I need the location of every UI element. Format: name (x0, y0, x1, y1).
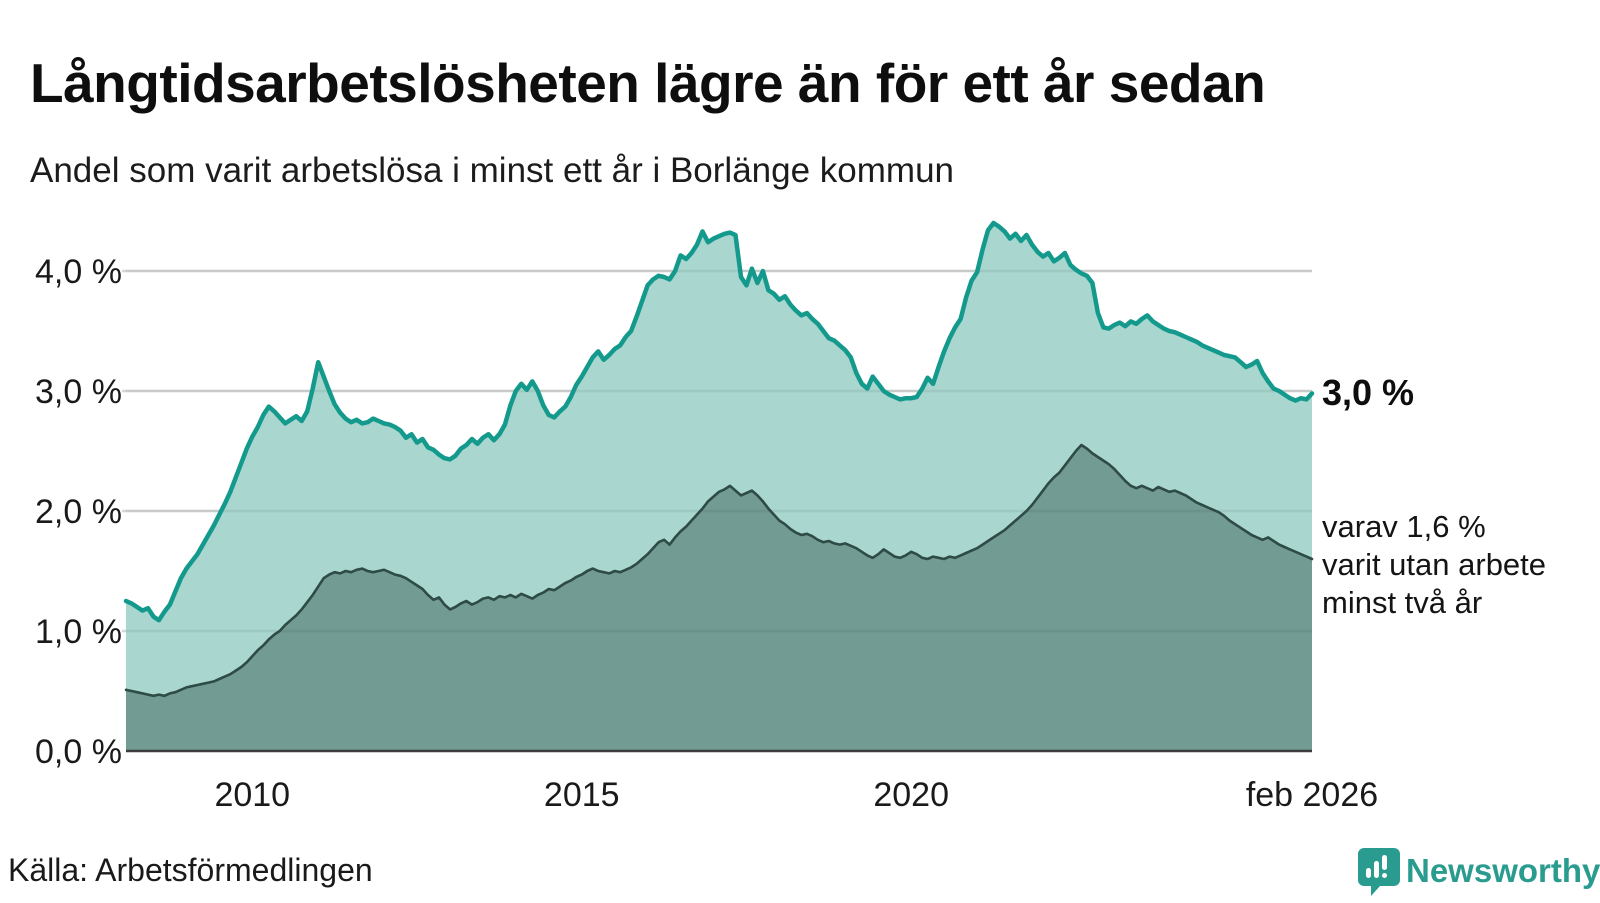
y-tick-label: 0,0 % (35, 733, 122, 771)
newsworthy-logo: Newsworthy (1356, 846, 1600, 898)
newsworthy-wordmark: Newsworthy (1406, 852, 1600, 889)
source-caption: Källa: Arbetsförmedlingen (8, 852, 373, 888)
secondary-annotation-line: varit utan arbete (1322, 547, 1547, 582)
x-tick-label: feb 2026 (1246, 776, 1378, 814)
secondary-annotation: varav 1,6 % varit utan arbete minst två … (1322, 508, 1546, 622)
x-tick-label: 2015 (544, 776, 620, 814)
x-tick-label: 2020 (873, 776, 949, 814)
line-unemployed-2yr (124, 443, 1314, 698)
secondary-annotation-line: minst två år (1322, 585, 1483, 620)
page-title: Långtidsarbetslösheten lägre än för ett … (30, 51, 1266, 114)
secondary-annotation-line: varav 1,6 % (1322, 509, 1486, 544)
y-tick-label: 1,0 % (35, 613, 122, 651)
end-value-label: 3,0 % (1322, 372, 1415, 413)
x-tick-label: 2010 (214, 776, 290, 814)
y-tick-label: 2,0 % (35, 493, 122, 531)
y-tick-label: 3,0 % (35, 373, 122, 411)
newsworthy-bubble-icon (1358, 848, 1400, 896)
page-subtitle: Andel som varit arbetslösa i minst ett å… (30, 151, 954, 190)
line-unemployed-1yr (123, 220, 1315, 623)
y-tick-label: 4,0 % (35, 253, 122, 291)
